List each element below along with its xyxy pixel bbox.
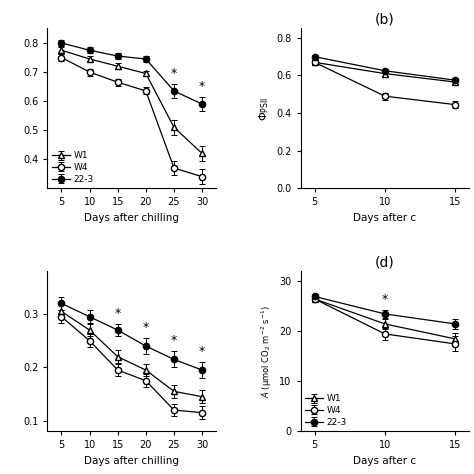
- X-axis label: Days after c: Days after c: [353, 213, 417, 223]
- Y-axis label: $\mathit{\Phi}_{\rm PSII}$: $\mathit{\Phi}_{\rm PSII}$: [257, 96, 271, 120]
- Text: *: *: [171, 334, 177, 347]
- X-axis label: Days after chilling: Days after chilling: [84, 213, 179, 223]
- Text: *: *: [199, 80, 205, 93]
- Legend: W1, W4, 22-3: W1, W4, 22-3: [52, 151, 94, 184]
- Legend: W1, W4, 22-3: W1, W4, 22-3: [305, 394, 347, 427]
- Y-axis label: $\it{A}$ (µmol CO$_2$ m$^{-2}$ s$^{-1}$): $\it{A}$ (µmol CO$_2$ m$^{-2}$ s$^{-1}$): [259, 305, 273, 398]
- Text: (d): (d): [375, 255, 395, 270]
- X-axis label: Days after c: Days after c: [353, 456, 417, 466]
- Text: *: *: [115, 307, 121, 319]
- Text: *: *: [382, 293, 388, 306]
- Text: *: *: [143, 321, 149, 334]
- Text: *: *: [171, 67, 177, 80]
- Text: (b): (b): [375, 12, 395, 27]
- X-axis label: Days after chilling: Days after chilling: [84, 456, 179, 466]
- Text: *: *: [199, 345, 205, 358]
